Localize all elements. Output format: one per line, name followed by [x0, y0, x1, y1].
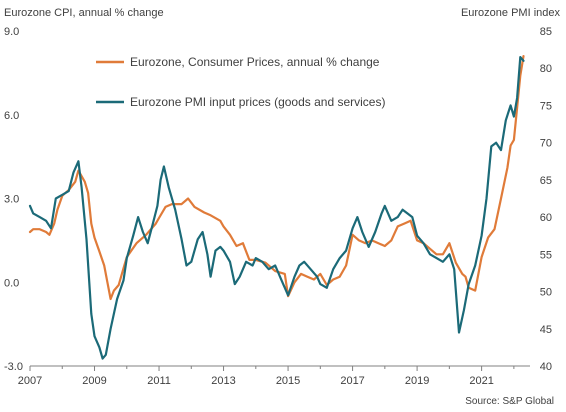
x-tick-label: 2009: [82, 375, 106, 387]
right-tick-label: 80: [540, 63, 552, 75]
left-tick-label: 0.0: [4, 277, 19, 289]
legend-label-pmi: Eurozone PMI input prices (goods and ser…: [130, 95, 385, 109]
left-tick-label: -3.0: [4, 361, 23, 373]
series-line-pmi: [28, 55, 525, 360]
right-tick-label: 55: [540, 249, 552, 261]
left-axis-title: Eurozone CPI, annual % change: [4, 7, 164, 19]
x-tick-label: 2007: [18, 375, 42, 387]
x-tick-label: 2011: [147, 375, 171, 387]
series-layer: [28, 54, 525, 360]
right-axis-ticks: 85 80 75 70 65 60 55 50 45 40: [540, 26, 552, 373]
right-tick-label: 70: [540, 138, 552, 150]
right-tick-label: 75: [540, 100, 552, 112]
left-tick-label: 9.0: [4, 26, 19, 38]
left-tick-label: 3.0: [4, 194, 19, 206]
legend: Eurozone, Consumer Prices, annual % chan…: [96, 55, 385, 109]
right-tick-label: 60: [540, 212, 552, 224]
left-axis-ticks: 9.0 6.0 3.0 0.0 -3.0: [4, 26, 23, 373]
right-tick-label: 65: [540, 175, 552, 187]
right-tick-label: 85: [540, 26, 552, 38]
series-line-cpi: [28, 54, 525, 301]
x-tick-label: 2019: [405, 375, 429, 387]
x-tick-label: 2015: [276, 375, 300, 387]
source-note: Source: S&P Global: [465, 396, 554, 407]
right-axis-title: Eurozone PMI index: [461, 7, 561, 19]
x-axis-ticks: 2007 2009 2011 2013 2015 2017 2019 2021: [18, 366, 515, 387]
right-tick-label: 45: [540, 324, 552, 336]
right-tick-label: 50: [540, 287, 552, 299]
right-tick-label: 40: [540, 361, 552, 373]
x-tick-label: 2017: [340, 375, 364, 387]
x-tick-label: 2013: [211, 375, 235, 387]
x-tick-label: 2021: [469, 375, 493, 387]
legend-label-cpi: Eurozone, Consumer Prices, annual % chan…: [130, 55, 380, 69]
left-tick-label: 6.0: [4, 110, 19, 122]
